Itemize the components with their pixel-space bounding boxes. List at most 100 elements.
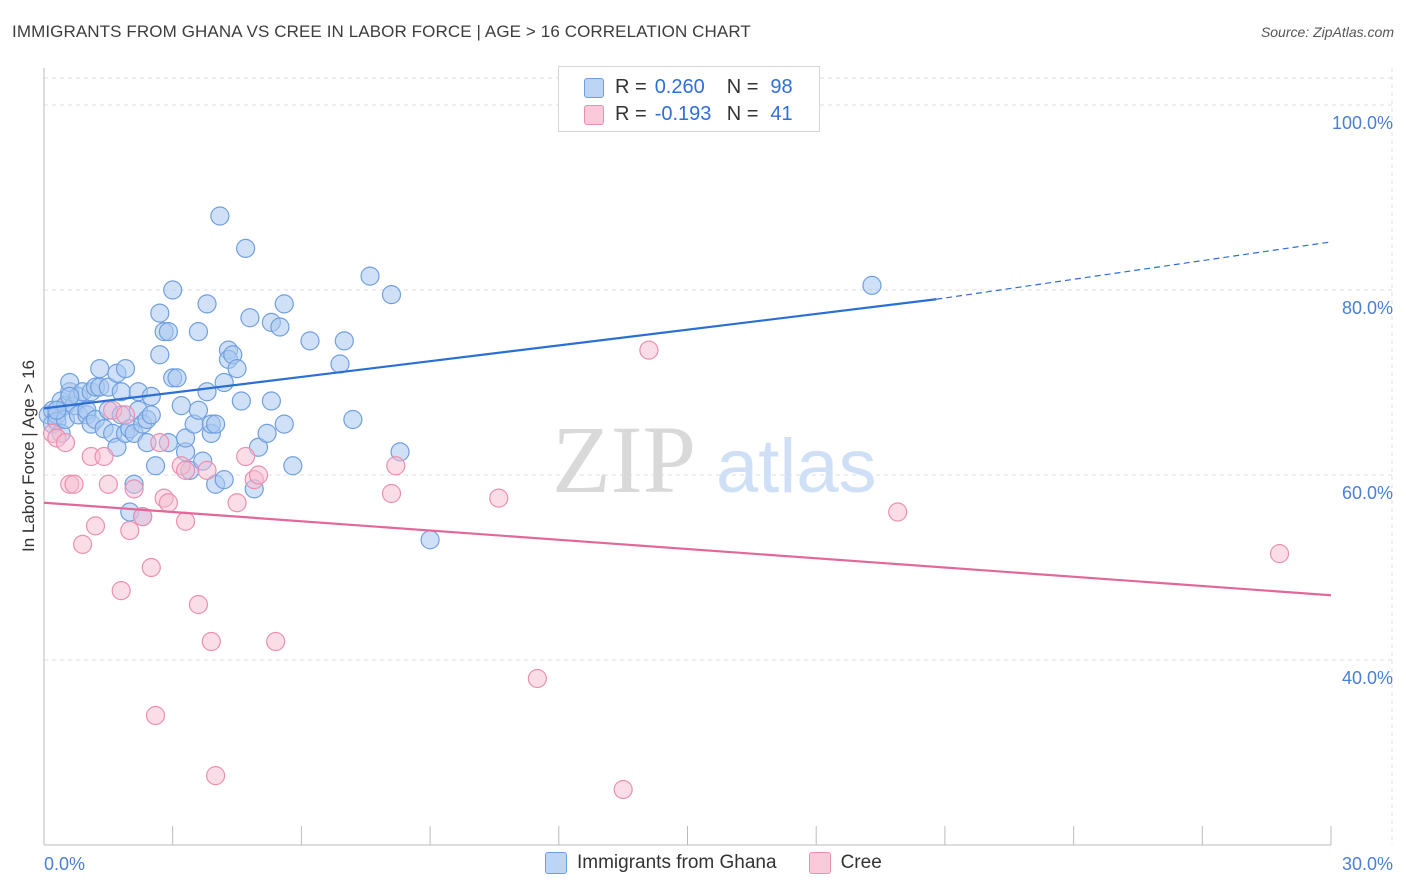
x-tick-label-max: 30.0% [1342,854,1393,874]
ghana-point [197,382,217,402]
bottom-legend-swatch-blue [545,852,567,874]
cree-point [124,479,144,499]
cree-point [527,668,547,689]
chart-title: IMMIGRANTS FROM GHANA VS CREE IN LABOR F… [12,22,751,41]
cree-point [145,705,166,726]
ghana-point [283,456,303,476]
ghana-point [270,317,290,337]
legend-swatch-pink [584,105,604,125]
ghana-point [334,331,354,351]
cree-point [111,581,131,601]
ghana-point [248,437,269,457]
cree-point [55,433,76,453]
ghana-point [862,275,882,295]
x-ticks [43,826,1332,845]
ghana-point [206,414,226,434]
bottom-legend: Immigrants from Ghana Cree [545,852,914,874]
cree-point [175,460,196,480]
cree-point [888,502,908,522]
y-tick-label-40: 40.0% [1342,668,1393,688]
ghana-point [274,414,294,434]
trend-line-ghana [43,298,937,410]
ghana-point [261,391,281,411]
cree-point [236,446,256,467]
ghana-point [145,456,166,476]
trend-line-cree [43,501,1332,597]
cree-point [150,433,170,453]
bottom-legend-label-ghana: Immigrants from Ghana [577,852,777,873]
y-tick-label-60: 60.0% [1342,483,1393,503]
y-tick-label-80: 80.0% [1342,298,1393,318]
trend-line-ghana-extension [936,241,1332,300]
ghana-point [300,331,320,351]
y-axis-label: In Labor Force | Age > 16 [19,360,38,552]
ghana-point [240,308,260,328]
legend-r-label: R = [615,75,647,98]
y-tick-label-100: 100.0% [1332,113,1393,133]
watermark-zip: ZIP [552,406,696,513]
ghana-point [360,266,380,286]
grid-lines [44,68,1393,845]
cree-point [206,766,226,786]
ghana-point [188,400,209,420]
source-credit: Source: ZipAtlas.com [1260,24,1394,40]
ghana-point [231,391,251,411]
watermark: ZIP atlas [552,406,877,513]
cree-point [639,340,659,360]
cree-point [197,460,217,480]
cree-point [201,631,221,652]
legend-swatch-blue [584,78,604,98]
cree-point [141,557,161,578]
ghana-point [330,354,350,374]
trend-lines [43,241,1332,597]
series-cree [42,340,1290,800]
legend-n-value: 98 [770,75,793,98]
legend-r-value: -0.193 [654,102,712,125]
y-tick-labels: 40.0% 60.0% 80.0% 100.0% [1332,113,1393,688]
legend-n-label: N = [726,75,759,98]
watermark-atlas: atlas [716,424,877,509]
cree-point [158,493,179,513]
ghana-point [210,206,230,226]
ghana-point [167,368,187,388]
legend-r-value: 0.260 [654,75,705,98]
cree-point [613,779,633,800]
cree-point [248,465,269,485]
cree-point [175,511,196,531]
cree-point [133,507,153,527]
cree-point [94,446,114,467]
ghana-point [197,294,217,314]
ghana-point [90,359,110,379]
x-tick-label-min: 0.0% [44,854,85,874]
legend-row-ghana: R = 0.260 N = 98 [584,74,793,100]
ghana-point [150,303,170,323]
ghana-point [274,294,294,314]
ghana-point [381,285,402,305]
ghana-point [47,400,67,420]
cree-point [85,516,106,536]
bottom-legend-cree: Cree [808,852,882,874]
ghana-point [141,405,161,425]
ghana-point [257,423,277,443]
cree-point [489,488,509,508]
cree-point [73,534,93,554]
ghana-point [214,372,234,393]
legend-r-label: R = [615,102,647,125]
bottom-legend-ghana: Immigrants from Ghana [545,852,777,874]
ghana-point [420,530,440,550]
ghana-point [115,359,136,379]
cree-point [381,483,402,504]
cree-point [120,520,140,541]
cree-point [188,594,209,615]
ghana-point [343,409,363,430]
cree-point [98,474,118,494]
ghana-point [188,322,209,342]
ghana-point [175,428,196,448]
cree-point [64,474,84,494]
cree-point [386,456,406,476]
ghana-point [227,359,247,379]
ghana-point [158,322,179,342]
x-tick-labels: 0.0% 30.0% [44,854,1393,874]
legend-row-cree: R = -0.193 N = 41 [584,101,793,127]
